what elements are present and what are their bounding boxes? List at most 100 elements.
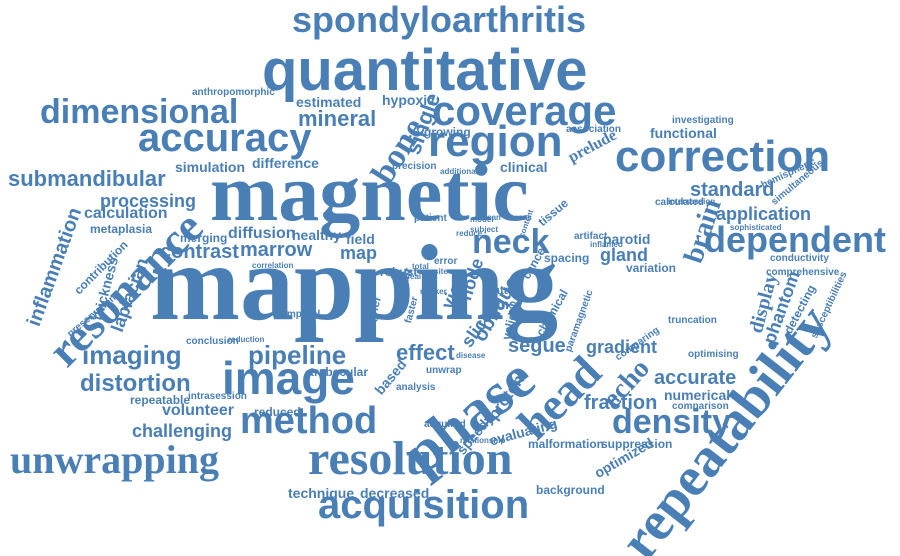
word-optimising: optimising [688,349,739,360]
word-merging: merging [180,231,228,245]
word-segue: segue [508,335,566,357]
word-spacing: spacing [544,251,590,265]
word-correction: correction [615,132,831,181]
word-imaging: imaging [82,340,182,370]
word-lbms: lbms [484,296,517,312]
word-hypoxic: hypoxic [382,92,435,108]
word-relationship: relationship [460,436,506,445]
word-conductivity: conductivity [770,253,829,264]
word-inflamed: inflamed [590,240,623,249]
word-comparison: comparison [672,401,729,412]
word-magnetic: magnetic [210,147,529,238]
word-truncation: truncation [668,315,717,326]
word-repeatable: repeatable [130,393,191,407]
word-map: map [340,243,378,263]
word-contrast: contrast [160,241,239,263]
word-image: image [222,352,355,404]
word-accurate: accurate [654,367,737,389]
word-acquired: acquired [424,419,466,430]
word-unwrap: unwrap [426,365,462,376]
word-diffusion: diffusion [228,225,296,242]
word-unwrapping: unwrapping [10,437,219,482]
word-temporal: temporal [278,309,321,320]
word-artifact: artifact [574,231,608,242]
word-background: background [536,483,605,497]
word-association: association [566,124,622,135]
word-field: field [346,231,375,247]
word-dependent: dependent [704,219,887,260]
word-gland: gland [600,245,648,265]
word-data: data [486,283,511,297]
word-additional: additional [440,167,478,176]
word-intrasession: intrasession [188,391,247,402]
word-reduced: reduced [254,405,301,419]
word-application: application [716,204,812,224]
word-marker: marker [420,287,447,296]
word-distortion: distortion [80,370,191,397]
word-numerical: numerical [664,387,731,403]
word-reduce: reduce [456,229,483,238]
word-parotid: parotid [603,231,651,247]
word-site: site [434,267,448,276]
word-method: method [240,400,378,442]
word-spondyloarthritis: spondyloarthritis [292,0,587,40]
word-processing: processing [100,191,197,211]
word-coverage: coverage [432,87,617,134]
word-dimensional: dimensional [40,93,239,131]
word-decreased: decreased [360,485,430,501]
word-trabecular: trabecular [310,365,369,379]
word-marrow: marrow [240,239,313,261]
word-variation: variation [626,261,677,275]
word-technique: technique [288,485,355,501]
word-reduction: reduction [228,335,265,344]
word-anthropomorphic: anthropomorphic [192,87,275,98]
word-calculation: calculation [84,205,168,222]
word-mineral: mineral [298,106,377,131]
word-volunteer: volunteer [162,402,235,419]
word-robust: robust [380,265,418,279]
word-quantitative: quantitative [262,38,588,103]
word-precision: precision [392,161,437,172]
word-simulation: simulation [175,159,246,175]
word-malformation: malformation [528,437,605,451]
word-correlation: correlation [252,261,294,270]
word-total: total [412,262,429,271]
word-suppression: suppression [601,437,673,451]
word-metaplasia: metaplasia [90,222,153,236]
word-region: region [428,117,563,166]
word-neck: neck [472,223,550,261]
word-healthy: healthy [292,227,342,243]
word-model: model [470,215,494,224]
word-effect: effect [396,340,455,365]
word-mapping: mapping [150,224,559,343]
word-fraction: fraction [584,392,658,414]
word-patient: patient [414,213,447,224]
word-subject: subject [470,225,499,234]
word-calculated: calculated [655,197,704,208]
word-pipeline: pipeline [248,340,347,370]
word-conclusion: conclusion [186,336,239,347]
word-difference: difference [252,155,319,171]
word-challenging: challenging [132,421,233,441]
word-intersession: intersession [668,197,716,206]
word-versus: versus [506,213,532,222]
word-error: error [434,256,458,267]
word-functional: functional [650,125,717,141]
word-clinical: clinical [500,159,548,175]
word-acquisition: acquisition [318,483,530,527]
word-investigating: investigating [672,115,734,126]
word-resolution: resolution [308,432,513,485]
word-estimated: estimated [296,94,362,110]
word-accuracy: accuracy [138,116,312,160]
word-analysis: analysis [396,382,436,393]
word-comprehensive: comprehensive [766,267,840,278]
word-disease: disease [456,351,486,360]
word-gradient: gradient [586,337,658,357]
word-sophisticated: sophisticated [730,223,782,232]
word-growing: growing [424,125,471,139]
word-submandibular: submandibular [8,166,166,191]
word-density: density [612,403,732,441]
word-reveal: reveal [398,272,422,281]
word-mean: mean [480,213,501,222]
